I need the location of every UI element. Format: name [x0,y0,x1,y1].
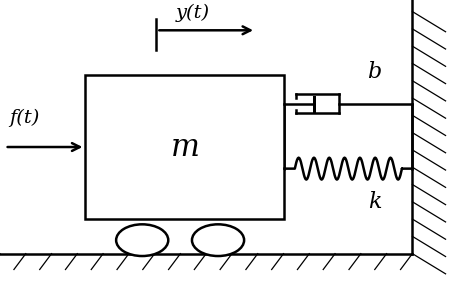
Circle shape [192,224,244,256]
Text: f(t): f(t) [9,108,40,127]
Bar [85,75,284,219]
Text: y(t): y(t) [175,4,210,22]
Circle shape [116,224,168,256]
Text: b: b [367,61,382,83]
Text: k: k [368,191,381,213]
Text: m: m [171,131,199,163]
